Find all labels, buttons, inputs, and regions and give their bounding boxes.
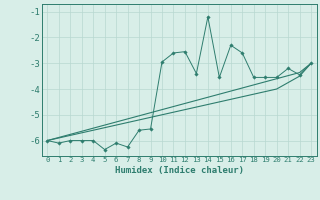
X-axis label: Humidex (Indice chaleur): Humidex (Indice chaleur) <box>115 166 244 175</box>
